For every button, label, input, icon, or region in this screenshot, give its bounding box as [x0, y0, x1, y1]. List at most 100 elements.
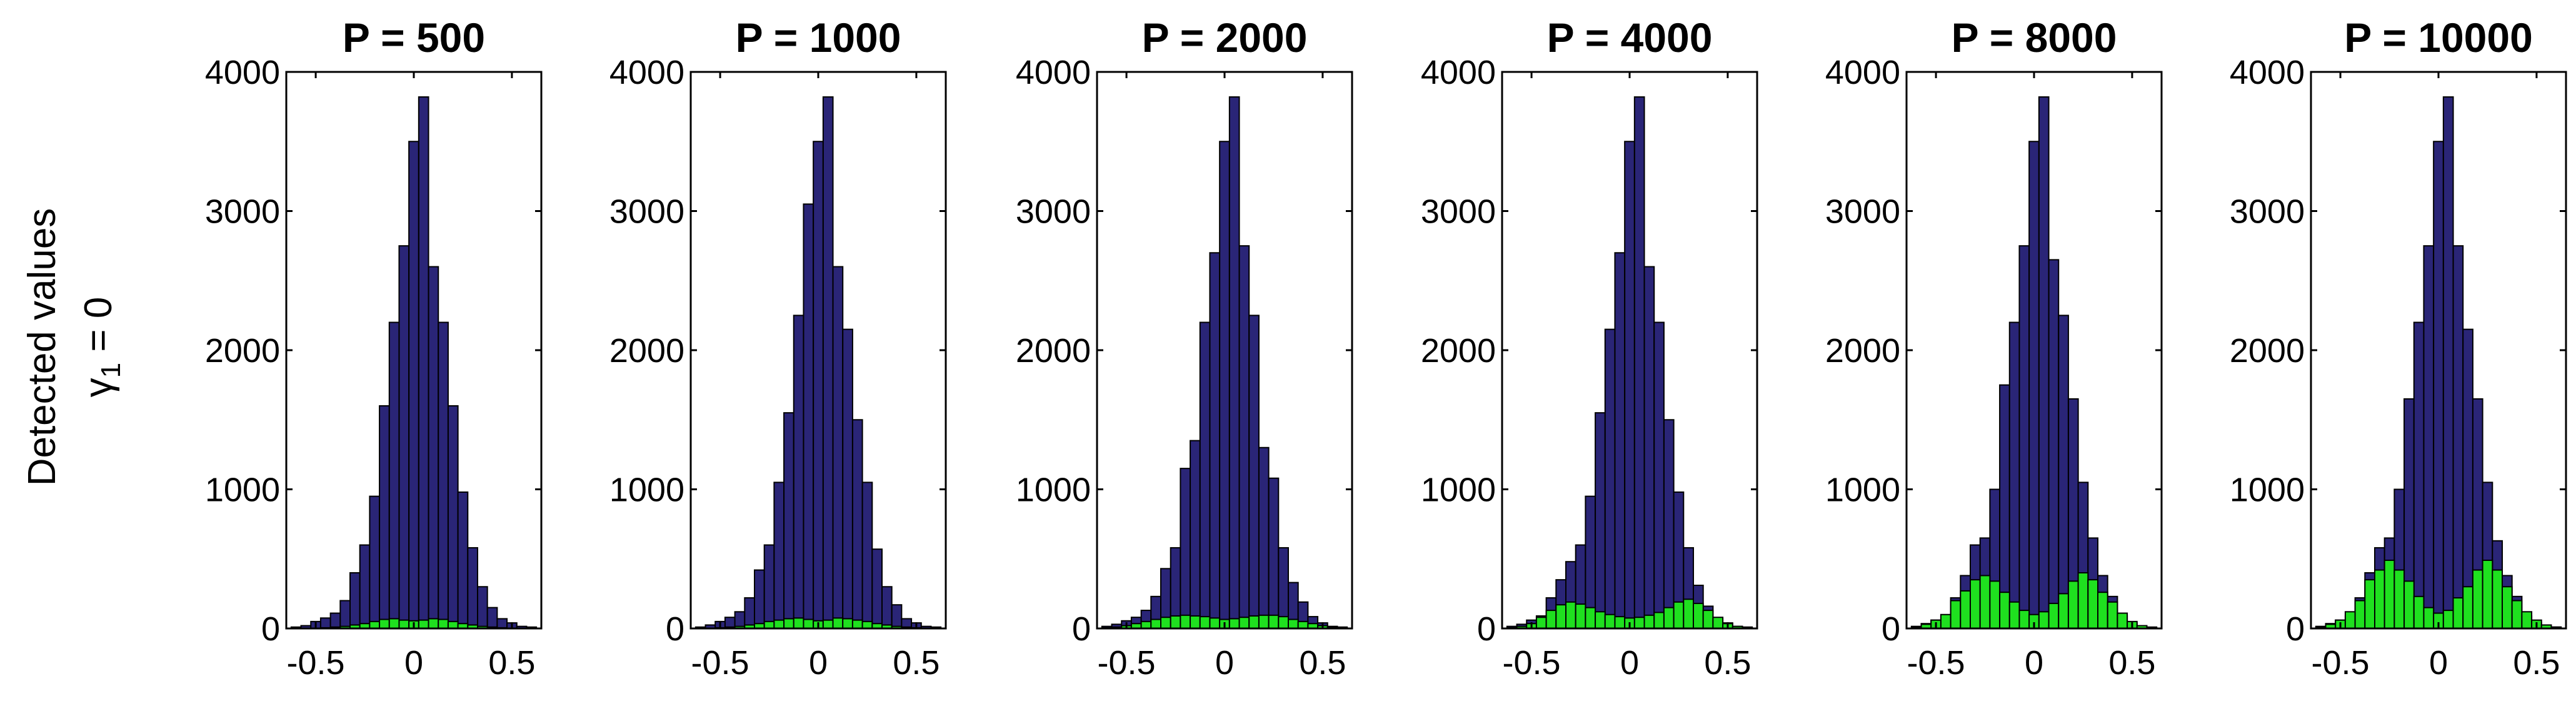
histogram-bar-highlight [851, 619, 863, 630]
histogram-bar-highlight [861, 620, 873, 629]
histogram-bar-highlight [1663, 607, 1675, 629]
histogram-bar-highlight [2393, 569, 2405, 629]
histogram-bar [1248, 315, 1260, 629]
y-tick-label: 0 [1477, 610, 1496, 648]
histogram-bar-highlight [763, 620, 775, 629]
histogram-bar-highlight [388, 618, 400, 629]
y-tick-label: 4000 [205, 54, 280, 91]
x-tick-label: 0 [809, 644, 828, 682]
histogram-bar [428, 266, 439, 629]
y-tick-label: 3000 [609, 193, 684, 231]
histogram-bar [1190, 440, 1201, 629]
histogram-bar-highlight [2008, 601, 2020, 629]
y-tick-label: 0 [2286, 610, 2305, 648]
histogram-bar [861, 482, 873, 629]
histogram-bar [1258, 446, 1270, 629]
histogram-bar [398, 245, 410, 629]
y-tick-label: 3000 [1421, 193, 1496, 231]
histogram-bar [1219, 141, 1230, 629]
y-tick-label: 2000 [2230, 332, 2305, 370]
histogram-bar-highlight [2521, 611, 2533, 629]
histogram-bar-highlight [1960, 590, 1971, 629]
histogram-bar-highlight [2048, 602, 2060, 630]
x-tick-label: -0.5 [2312, 644, 2370, 682]
histogram-bar-highlight [1160, 617, 1171, 630]
histogram-bar-highlight [1248, 615, 1260, 629]
histogram-bar-highlight [2038, 611, 2050, 629]
y-tick-label: 1000 [1421, 472, 1496, 509]
histogram-bar [438, 321, 449, 629]
histogram-bar [763, 544, 775, 629]
y-tick-label: 1000 [1825, 472, 1900, 509]
histogram-bar-highlight [1199, 616, 1211, 630]
histogram-bar [1268, 477, 1280, 630]
y-tick-label: 0 [261, 610, 280, 648]
histogram-bar-highlight [2492, 569, 2503, 629]
histogram-bar-highlight [2383, 559, 2395, 629]
histogram-bar-highlight [369, 620, 381, 629]
histogram-bar-highlight [418, 619, 429, 630]
histogram-bar [822, 96, 834, 630]
histogram-bar-highlight [2413, 595, 2425, 630]
histogram-bar [803, 203, 814, 629]
histogram-bar [2058, 315, 2069, 629]
histogram-bar-highlight [2423, 607, 2435, 629]
histogram-bar-highlight [2018, 610, 2030, 630]
histogram-bar [842, 328, 853, 629]
histogram-bar [457, 491, 469, 630]
histogram-bar [1180, 468, 1191, 629]
histogram-bar-highlight [1228, 618, 1240, 629]
histogram-bar-highlight [1209, 617, 1221, 629]
histogram-bar-highlight [1999, 592, 2010, 630]
histogram-bar-highlight [1633, 617, 1645, 630]
histogram-bar-highlight [2344, 611, 2356, 629]
histogram-bar-highlight [1979, 575, 1991, 630]
histogram-bar [388, 321, 400, 629]
histogram-bar-highlight [773, 619, 785, 630]
histogram-bar [1604, 328, 1616, 629]
histogram-bar-highlight [1702, 610, 1714, 630]
histogram-bar-highlight [1535, 617, 1547, 630]
x-tick-label: -0.5 [1503, 644, 1561, 682]
histogram-bar [2462, 328, 2473, 629]
histogram-bar-highlight [832, 617, 844, 629]
histogram-bar-highlight [2442, 610, 2454, 630]
histogram-bar [851, 419, 863, 629]
histogram-bar-highlight [1238, 617, 1250, 630]
x-tick-label: 0 [1215, 644, 1234, 682]
x-tick-label: -0.5 [1907, 644, 1965, 682]
histogram-bar [2008, 321, 2020, 629]
y-tick-label: 4000 [1016, 54, 1091, 91]
histogram-bar-highlight [1673, 601, 1685, 629]
histogram-bar [359, 544, 371, 629]
histogram-bar-highlight [1150, 618, 1162, 629]
histogram-bar [369, 495, 381, 629]
y-tick-label: 1000 [2230, 472, 2305, 509]
histogram-bar [2028, 141, 2040, 629]
histogram-bar [408, 141, 419, 629]
histogram-bar-highlight [2502, 586, 2513, 629]
y-tick-label: 1000 [1016, 472, 1091, 509]
histogram-bar-highlight [2067, 580, 2079, 629]
y-tick-label: 2000 [1421, 332, 1496, 370]
histogram-bar [832, 266, 844, 629]
histogram-bar [793, 315, 804, 629]
y-tick-label: 2000 [205, 332, 280, 370]
histogram-bar [329, 612, 341, 630]
panel-title: P = 2000 [1142, 14, 1308, 61]
histogram-bar-highlight [1297, 620, 1309, 629]
histogram-bar-highlight [2511, 600, 2523, 629]
histogram-bar-highlight [379, 618, 390, 629]
histogram-bar-highlight [2058, 593, 2069, 629]
histogram-bar [2018, 245, 2030, 629]
histogram-bar-highlight [2097, 592, 2108, 630]
histogram-bar [496, 618, 508, 629]
histogram-bar-highlight [428, 618, 439, 629]
histogram-bar [773, 482, 785, 629]
y-axis-label-gamma: γ1 = 0 [77, 297, 126, 398]
